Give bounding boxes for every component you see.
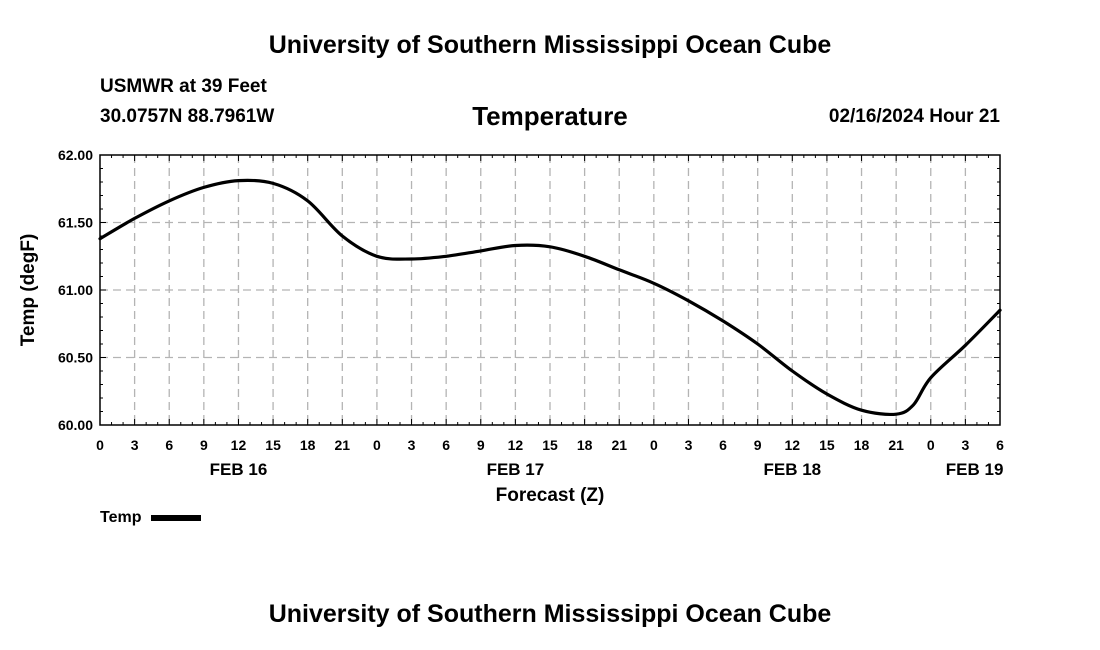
x-tick-label: 0 [927, 437, 935, 453]
x-tick-label: 9 [754, 437, 762, 453]
x-tick-label: 12 [508, 437, 524, 453]
legend-swatch [151, 515, 202, 521]
legend-label: Temp [100, 509, 142, 526]
y-tick-label: 61.00 [58, 282, 93, 298]
station-label: USMWR at 39 Feet [100, 76, 267, 97]
date-label: FEB 17 [487, 460, 545, 479]
x-tick-label: 6 [165, 437, 173, 453]
x-tick-label: 21 [888, 437, 904, 453]
x-tick-label: 18 [577, 437, 593, 453]
date-label: FEB 18 [763, 460, 821, 479]
footer-title: University of Southern Mississippi Ocean… [268, 600, 832, 628]
y-tick-label: 62.00 [58, 147, 93, 163]
y-tick-label: 61.50 [58, 215, 93, 231]
x-tick-label: 21 [335, 437, 351, 453]
x-tick-label: 3 [408, 437, 416, 453]
x-tick-label: 15 [819, 437, 835, 453]
x-tick-label: 12 [231, 437, 247, 453]
x-tick-label: 21 [611, 437, 627, 453]
y-axis-label: Temp (degF) [18, 234, 39, 347]
forecast-datetime: 02/16/2024 Hour 21 [828, 106, 1000, 127]
x-tick-label: 6 [442, 437, 450, 453]
legend: Temp [100, 509, 202, 527]
date-label: FEB 19 [946, 460, 1004, 479]
series-line-temp [98, 178, 1002, 417]
station-coordinates: 30.0757N 88.7961W [100, 106, 275, 127]
chart-title: University of Southern Mississippi Ocean… [268, 31, 832, 59]
x-axis-label: Forecast (Z) [496, 485, 605, 506]
x-tick-label: 0 [96, 437, 104, 453]
x-tick-label: 0 [373, 437, 381, 453]
x-tick-label: 15 [542, 437, 558, 453]
x-tick-label: 3 [685, 437, 693, 453]
variable-title: Temperature [472, 101, 628, 131]
x-tick-label: 6 [719, 437, 727, 453]
x-tick-label: 9 [477, 437, 485, 453]
x-tick-label: 3 [131, 437, 139, 453]
date-label: FEB 16 [210, 460, 268, 479]
y-tick-label: 60.50 [58, 350, 93, 366]
x-tick-label: 15 [265, 437, 281, 453]
y-tick-label: 60.00 [58, 417, 93, 433]
x-tick-label: 18 [854, 437, 870, 453]
x-tick-label: 3 [961, 437, 969, 453]
x-tick-label: 0 [650, 437, 658, 453]
x-tick-label: 18 [300, 437, 316, 453]
x-tick-label: 12 [785, 437, 801, 453]
plot-frame [99, 154, 1001, 426]
x-tick-label: 9 [200, 437, 208, 453]
x-tick-label: 6 [996, 437, 1004, 453]
